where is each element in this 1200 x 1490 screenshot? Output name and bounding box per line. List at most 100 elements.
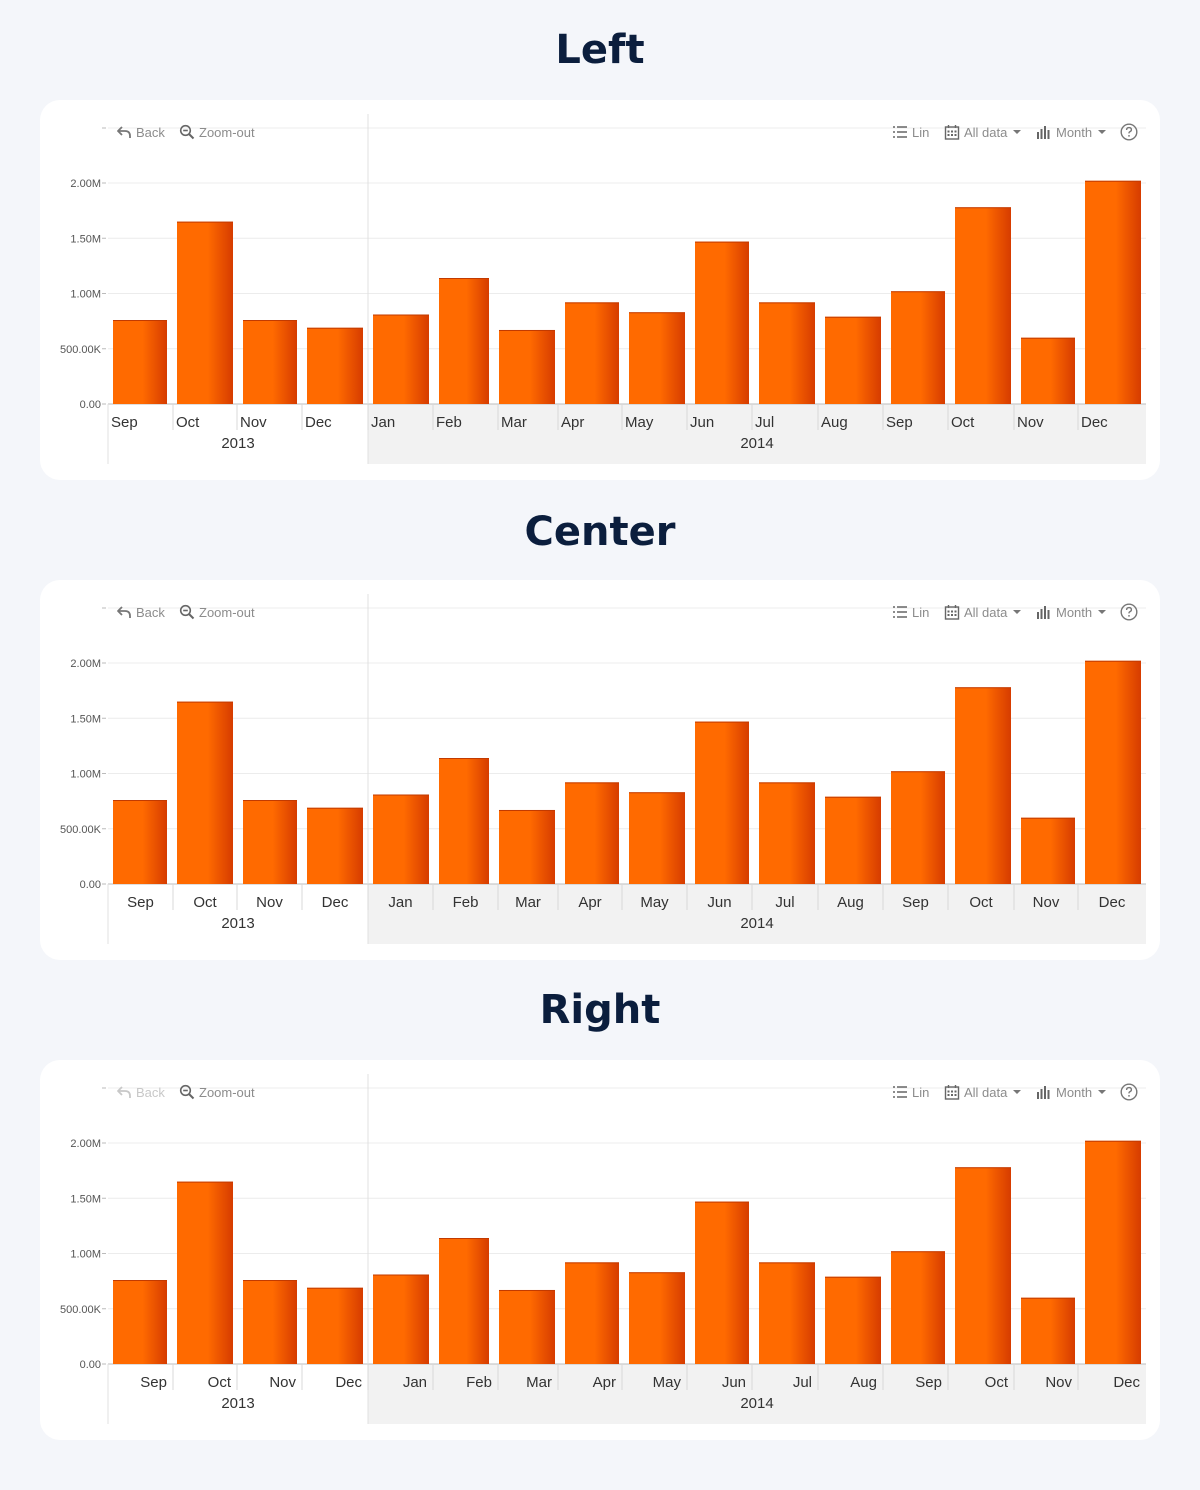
bar-2014-sep[interactable]: [891, 771, 945, 884]
period-dropdown[interactable]: Month: [1036, 604, 1107, 620]
x-tick-label: Feb: [436, 414, 462, 431]
bar-2014-jun[interactable]: [695, 721, 749, 884]
bar-2013-nov[interactable]: [243, 800, 297, 884]
bar-2014-apr[interactable]: [565, 1262, 619, 1364]
help-button[interactable]: [1120, 603, 1138, 621]
bar-2014-feb[interactable]: [439, 278, 489, 404]
y-tick-label: 500.00K: [60, 344, 102, 356]
bar-2014-oct[interactable]: [955, 1167, 1011, 1364]
bar-2014-jun[interactable]: [695, 1201, 749, 1364]
x-tick-label: Apr: [578, 894, 601, 911]
bar-2014-jan[interactable]: [373, 794, 429, 884]
bar-2014-jul[interactable]: [759, 782, 815, 884]
bar-2014-nov[interactable]: [1021, 1297, 1075, 1364]
y-tick-label: 1.00M: [70, 769, 101, 781]
period-label: Month: [1056, 604, 1093, 620]
help-circle-icon: [1120, 603, 1138, 621]
bar-2014-jul[interactable]: [759, 302, 815, 404]
year-band-2014: [368, 884, 1146, 944]
x-tick-label: Nov: [240, 414, 267, 431]
bar-2014-apr[interactable]: [565, 782, 619, 884]
range-dropdown[interactable]: All data: [944, 1084, 1022, 1100]
bar-2013-sep[interactable]: [113, 320, 167, 404]
bar-2014-jan[interactable]: [373, 1274, 429, 1364]
bar-2014-sep[interactable]: [891, 291, 945, 404]
back-button[interactable]: Back: [116, 1084, 165, 1100]
bar-2014-may[interactable]: [629, 792, 685, 884]
period-dropdown[interactable]: Month: [1036, 124, 1107, 140]
bar-2014-aug[interactable]: [825, 1276, 881, 1364]
bar-2014-nov[interactable]: [1021, 337, 1075, 404]
x-tick-label: Jan: [371, 414, 395, 431]
bar-2014-jul[interactable]: [759, 1262, 815, 1364]
scale-toggle-button[interactable]: Lin: [892, 124, 929, 140]
bar-2014-feb[interactable]: [439, 758, 489, 884]
bar-2014-oct[interactable]: [955, 207, 1011, 404]
bar-2013-oct[interactable]: [177, 221, 233, 404]
bar-2014-feb[interactable]: [439, 1238, 489, 1364]
scale-toggle-button[interactable]: Lin: [892, 1084, 929, 1100]
bar-chart-right: 0.00 500.00K 1.00M 1.50M 2.00M Sep Oct Nov Dec Ja…: [60, 1074, 1146, 1424]
zoom-out-label: Zoom-out: [199, 1084, 255, 1100]
bar-2014-may[interactable]: [629, 1272, 685, 1364]
x-tick-label: Apr: [561, 414, 584, 431]
bar-2014-nov[interactable]: [1021, 817, 1075, 884]
x-tick-label: May: [625, 414, 654, 431]
bar-2013-oct[interactable]: [177, 1181, 233, 1364]
y-tick-label: 0.00: [80, 1359, 101, 1371]
zoom-out-button[interactable]: Zoom-out: [179, 124, 255, 140]
caret-down-icon: [1013, 1090, 1022, 1094]
bar-2014-oct[interactable]: [955, 687, 1011, 884]
y-tick-label: 0.00: [80, 399, 101, 411]
range-dropdown[interactable]: All data: [944, 124, 1022, 140]
bar-2014-apr[interactable]: [565, 302, 619, 404]
bar-2014-dec[interactable]: [1085, 660, 1141, 884]
bar-2013-sep[interactable]: [113, 800, 167, 884]
scale-toggle-button[interactable]: Lin: [892, 604, 929, 620]
bar-2013-nov[interactable]: [243, 1280, 297, 1364]
help-button[interactable]: [1120, 1083, 1138, 1101]
undo-arrow-icon: [116, 124, 132, 140]
bar-2013-nov[interactable]: [243, 320, 297, 404]
bar-2014-may[interactable]: [629, 312, 685, 404]
bar-2014-dec[interactable]: [1085, 180, 1141, 404]
range-dropdown[interactable]: All data: [944, 604, 1022, 620]
bar-2014-mar[interactable]: [499, 1289, 555, 1364]
scale-label: Lin: [912, 1084, 930, 1100]
x-tick-label: Aug: [837, 894, 864, 911]
caret-down-icon: [1013, 130, 1022, 134]
back-button[interactable]: Back: [116, 124, 165, 140]
x-tick-label: Feb: [453, 894, 479, 911]
help-button[interactable]: [1120, 123, 1138, 141]
x-tick-label: Dec: [1113, 1374, 1140, 1391]
bar-2014-mar[interactable]: [499, 809, 555, 884]
zoom-out-button[interactable]: Zoom-out: [179, 604, 255, 620]
year-label: 2013: [221, 435, 254, 452]
period-dropdown[interactable]: Month: [1036, 1084, 1107, 1100]
bar-2013-oct[interactable]: [177, 701, 233, 884]
caret-down-icon: [1098, 130, 1107, 134]
x-tick-label: May: [653, 1374, 682, 1391]
help-circle-icon: [1120, 1083, 1138, 1101]
bar-2014-dec[interactable]: [1085, 1140, 1141, 1364]
x-tick-label: Aug: [850, 1374, 877, 1391]
bar-2014-jun[interactable]: [695, 241, 749, 404]
bar-2013-dec[interactable]: [307, 807, 363, 884]
y-tick-label: 2.00M: [70, 178, 101, 190]
zoom-out-button[interactable]: Zoom-out: [179, 1084, 255, 1100]
bar-2014-jan[interactable]: [373, 314, 429, 404]
bar-2013-sep[interactable]: [113, 1280, 167, 1364]
x-tick-label: Dec: [305, 414, 332, 431]
bar-2013-dec[interactable]: [307, 1287, 363, 1364]
bar-2014-mar[interactable]: [499, 329, 555, 404]
bar-2014-aug[interactable]: [825, 796, 881, 884]
bar-2013-dec[interactable]: [307, 327, 363, 404]
x-tick-label: Jun: [690, 414, 714, 431]
x-tick-label: Sep: [111, 414, 138, 431]
bar-2014-aug[interactable]: [825, 316, 881, 404]
year-label: 2013: [221, 1395, 254, 1412]
bar-2014-sep[interactable]: [891, 1251, 945, 1364]
back-button[interactable]: Back: [116, 604, 165, 620]
year-label: 2014: [740, 1395, 773, 1412]
y-tick-label: 500.00K: [60, 824, 102, 836]
